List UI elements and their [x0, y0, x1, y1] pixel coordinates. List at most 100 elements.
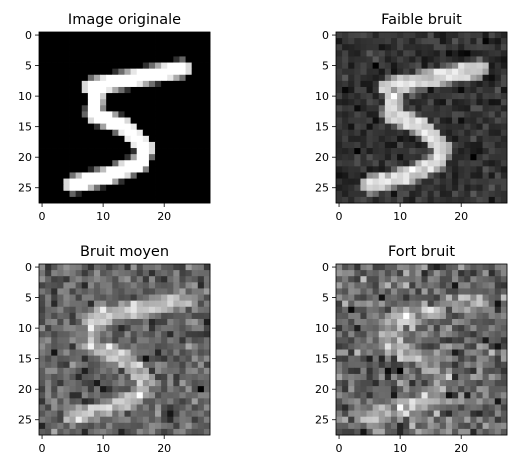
pixel-cell: [445, 105, 453, 112]
pixel-cell: [348, 361, 355, 369]
pixel-cell: [142, 190, 150, 198]
pixel-cell: [81, 349, 89, 357]
pixel-cell: [155, 367, 162, 375]
pixel-cell: [51, 294, 58, 302]
pixel-cell: [51, 416, 58, 424]
pixel-cell: [348, 148, 355, 155]
pixel-cell: [191, 318, 199, 326]
pixel-cell: [372, 196, 380, 204]
pixel-cell: [403, 361, 410, 369]
pixel-cell: [173, 123, 180, 131]
pixel-cell: [112, 428, 119, 436]
pixel-cell: [197, 74, 205, 82]
pixel-cell: [390, 141, 398, 149]
pixel-cell: [476, 380, 483, 387]
pixel-cell: [136, 337, 144, 344]
pixel-cell: [45, 44, 52, 51]
pixel-cell: [458, 38, 465, 45]
pixel-cell: [488, 276, 496, 283]
pixel-cell: [494, 56, 502, 63]
pixel-cell: [470, 404, 477, 411]
pixel-cell: [124, 337, 132, 344]
pixel-cell: [191, 196, 199, 204]
pixel-cell: [409, 386, 416, 393]
pixel-cell: [112, 148, 119, 155]
y-tick-label: 0: [25, 261, 32, 274]
pixel-cell: [124, 373, 132, 381]
pixel-cell: [57, 74, 64, 82]
pixel-cell: [421, 160, 429, 167]
pixel-cell: [93, 184, 101, 192]
pixel-cell: [148, 416, 156, 424]
pixel-cell: [458, 392, 465, 399]
pixel-cell: [39, 416, 46, 424]
pixel-cell: [69, 99, 77, 106]
pixel-cell: [155, 349, 162, 357]
pixel-cell: [69, 117, 77, 125]
pixel-cell: [63, 190, 70, 198]
pixel-cell: [348, 62, 355, 70]
pixel-cell: [118, 312, 125, 320]
pixel-cell: [87, 337, 95, 344]
pixel-cell: [100, 160, 107, 167]
pixel-cell: [124, 166, 132, 173]
pixel-cell: [112, 404, 119, 411]
pixel-cell: [179, 367, 186, 375]
pixel-cell: [445, 306, 453, 314]
pixel-cell: [445, 410, 453, 418]
pixel-cell: [342, 349, 349, 357]
pixel-cell: [87, 68, 95, 76]
pixel-cell: [488, 117, 496, 125]
pixel-cell: [354, 349, 361, 357]
pixel-cell: [390, 148, 398, 155]
pixel-cell: [470, 141, 477, 149]
pixel-cell: [197, 416, 205, 424]
pixel-cell: [57, 117, 64, 125]
pixel-cell: [155, 184, 162, 192]
pixel-cell: [500, 282, 508, 289]
pixel-cell: [348, 294, 355, 302]
pixel-cell: [106, 160, 113, 167]
pixel-cell: [397, 141, 404, 149]
pixel-cell: [118, 300, 125, 308]
pixel-cell: [390, 123, 398, 131]
pixel-cell: [155, 343, 162, 350]
pixel-cell: [403, 154, 410, 161]
pixel-cell: [482, 99, 490, 106]
pixel-cell: [482, 404, 490, 411]
pixel-cell: [75, 68, 83, 76]
pixel-cell: [191, 270, 199, 277]
pixel-cell: [106, 62, 113, 70]
pixel-cell: [384, 422, 392, 430]
pixel-cell: [366, 318, 374, 326]
pixel-cell: [63, 306, 70, 314]
pixel-cell: [93, 264, 101, 271]
pixel-cell: [366, 32, 374, 39]
pixel-cell: [167, 184, 174, 192]
pixel-cell: [348, 300, 355, 308]
pixel-cell: [397, 343, 404, 350]
pixel-cell: [69, 111, 77, 118]
pixel-cell: [384, 410, 392, 418]
pixel-cell: [384, 312, 392, 320]
pixel-cell: [366, 288, 374, 295]
pixel-cell: [360, 135, 367, 143]
pixel-cell: [372, 178, 380, 186]
pixel-cell: [494, 62, 502, 70]
pixel-cell: [142, 398, 150, 405]
pixel-cell: [464, 312, 471, 320]
pixel-cell: [155, 148, 162, 155]
pixel-cell: [112, 105, 119, 112]
pixel-cell: [81, 404, 89, 411]
pixel-cell: [51, 129, 58, 137]
pixel-cell: [148, 111, 156, 118]
pixel-cell: [197, 282, 205, 289]
pixel-cell: [372, 416, 380, 424]
pixel-cell: [409, 398, 416, 405]
pixel-cell: [185, 105, 193, 112]
pixel-cell: [118, 154, 125, 161]
pixel-cell: [366, 160, 374, 167]
pixel-cell: [458, 196, 465, 204]
pixel-cell: [155, 428, 162, 436]
pixel-cell: [433, 380, 441, 387]
